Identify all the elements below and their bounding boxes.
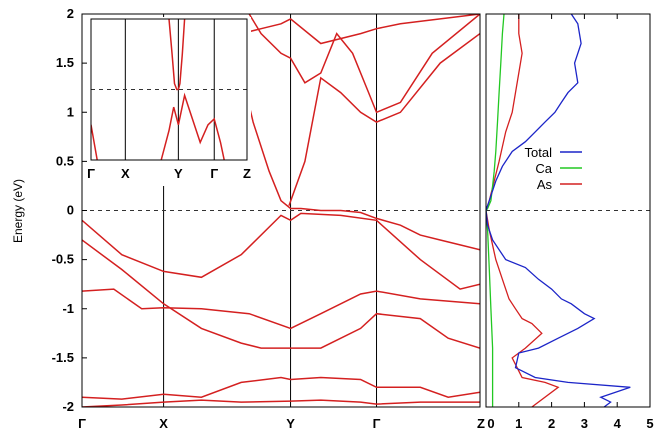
legend-label: Total (525, 145, 553, 160)
dos-x-tick-label: 0 (487, 416, 494, 431)
kpoint-label: Y (286, 416, 295, 431)
inset-kpoint-label: Z (243, 166, 251, 181)
inset-kpoint-label: Γ (210, 166, 218, 181)
band-structure-panel: -2 -1.5 -1 -0.5 0 0.5 1 1.5 2 Γ X Y Γ Z (52, 6, 485, 431)
dos-x-tick-label: 5 (646, 416, 653, 431)
legend-label: As (537, 177, 553, 192)
inset-band-line (177, 19, 186, 90)
y-tick-label: -1 (62, 301, 74, 316)
dos-as-line (486, 14, 560, 407)
inset-background (87, 17, 251, 186)
kpoint-label: X (159, 416, 168, 431)
band-line (82, 288, 480, 330)
dos-total-line (486, 14, 631, 407)
dos-x-tick-label: 2 (548, 416, 555, 431)
inset-kpoint-label: X (121, 166, 130, 181)
band-line (82, 399, 480, 407)
inset-band-line (160, 92, 225, 160)
dos-frame (485, 13, 651, 408)
dos-x-tick-label: 4 (614, 416, 622, 431)
kpoint-label: Γ (78, 416, 86, 431)
kpoint-label: Γ (373, 416, 381, 431)
inset-kpoint-label: Y (174, 166, 183, 181)
band-line (238, 62, 480, 251)
band-line (82, 239, 480, 349)
y-tick-label: 0 (67, 203, 74, 218)
legend-label: Ca (535, 161, 552, 176)
inset-bands (91, 19, 225, 160)
band-line (241, 14, 480, 45)
bands (82, 14, 480, 407)
band-line (288, 32, 480, 206)
y-tick-label: -0.5 (52, 252, 74, 267)
y-tick-label: 1.5 (56, 55, 74, 70)
band-line (248, 14, 480, 114)
y-tick-label: -2 (62, 399, 74, 414)
y-tick-label: 0.5 (56, 153, 74, 168)
dos-curves (486, 14, 631, 407)
y-tick-label: -1.5 (52, 350, 74, 365)
y-tick-label: 1 (67, 104, 74, 119)
y-axis-label: Energy (eV) (11, 179, 25, 243)
y-tick-label: 2 (67, 6, 74, 21)
inset-kpoint-label: Γ (87, 166, 95, 181)
inset-band-line (91, 124, 98, 160)
inset-band-line (168, 19, 179, 91)
dos-x-tick-label: 1 (515, 416, 522, 431)
inset-frame (90, 18, 248, 161)
dos-ca-line (486, 14, 505, 407)
kpoint-label: Z (477, 416, 485, 431)
band-line (82, 212, 480, 290)
band-line (82, 376, 480, 400)
dos-x-tick-label: 3 (581, 416, 588, 431)
